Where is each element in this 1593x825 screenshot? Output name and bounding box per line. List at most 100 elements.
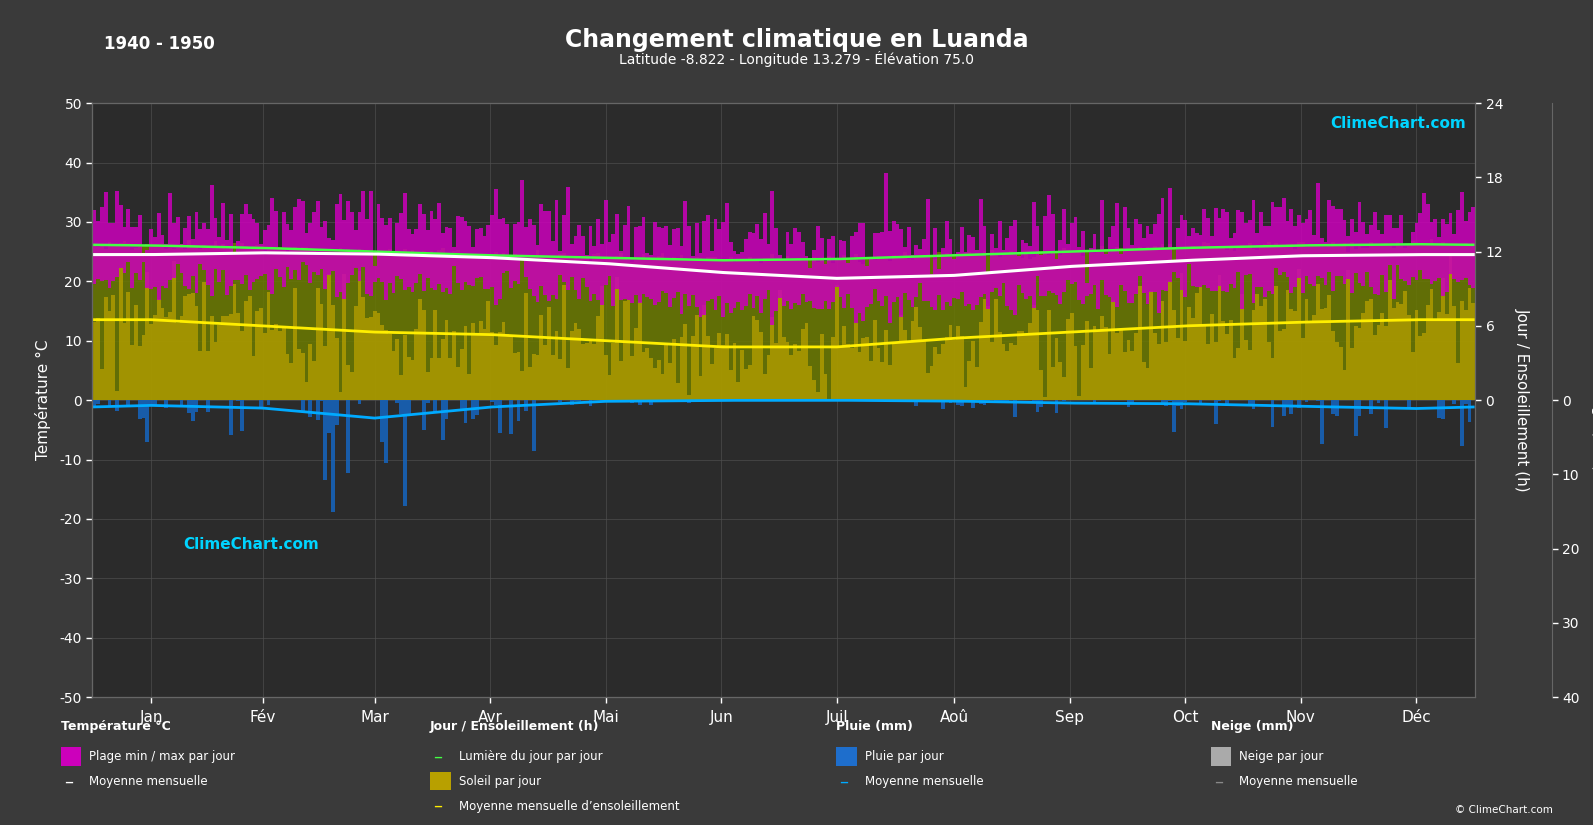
Bar (1252, 249, 1255, 400)
Bar (1149, 291, 1153, 400)
Bar (1222, 321, 1225, 400)
Bar (1448, 255, 1453, 400)
Bar (327, 249, 331, 400)
Bar (865, 337, 870, 400)
Bar (964, 387, 967, 400)
Bar (804, 323, 808, 400)
Bar (119, 205, 123, 268)
Bar (236, 249, 241, 400)
Bar (362, 297, 365, 400)
Bar (820, 259, 824, 400)
Bar (169, 312, 172, 400)
Bar (285, 252, 290, 400)
Bar (119, 268, 123, 400)
Bar (637, 258, 642, 400)
Bar (1399, 246, 1403, 400)
Bar (422, 251, 425, 400)
Bar (1392, 229, 1395, 299)
Bar (123, 241, 126, 400)
Bar (92, 322, 96, 400)
Bar (1286, 221, 1289, 276)
Bar (1392, 248, 1395, 400)
Bar (210, 247, 213, 400)
Bar (1464, 221, 1467, 277)
Bar (683, 258, 687, 400)
Bar (510, 256, 513, 400)
Bar (1172, 260, 1176, 271)
Bar (747, 232, 752, 294)
Bar (725, 260, 730, 400)
Bar (342, 274, 346, 400)
Bar (376, 252, 381, 400)
Bar (1384, 215, 1388, 292)
Bar (346, 400, 350, 473)
Bar (710, 257, 714, 400)
Bar (918, 257, 922, 400)
Bar (755, 224, 760, 295)
Bar (703, 259, 706, 400)
Bar (650, 258, 653, 400)
Bar (1096, 331, 1101, 400)
Bar (967, 361, 972, 400)
Text: Latitude -8.822 - Longitude 13.279 - Élévation 75.0: Latitude -8.822 - Longitude 13.279 - Élé… (620, 51, 973, 67)
Bar (551, 355, 554, 400)
Bar (422, 214, 425, 291)
Bar (1074, 217, 1077, 281)
Bar (472, 247, 475, 285)
Bar (1126, 228, 1131, 303)
Bar (824, 261, 827, 400)
Bar (953, 259, 956, 298)
Bar (887, 231, 892, 323)
Bar (444, 255, 449, 400)
Bar (1184, 248, 1187, 400)
Bar (667, 363, 672, 400)
Bar (1040, 400, 1043, 407)
Bar (884, 330, 887, 400)
Bar (320, 304, 323, 400)
Bar (994, 248, 997, 288)
Bar (342, 251, 346, 400)
Text: –: – (433, 747, 443, 766)
Bar (1373, 212, 1376, 294)
Bar (914, 258, 918, 400)
Bar (1063, 377, 1066, 400)
Bar (1008, 252, 1013, 400)
Bar (953, 254, 956, 400)
Bar (1161, 400, 1164, 403)
Bar (1289, 309, 1294, 400)
Bar (1187, 247, 1192, 400)
Bar (752, 316, 755, 400)
Bar (285, 355, 290, 400)
Bar (241, 214, 244, 285)
Bar (926, 257, 930, 400)
Bar (441, 400, 444, 440)
Bar (1005, 255, 1008, 400)
Bar (1002, 253, 1005, 400)
Bar (835, 261, 838, 400)
Bar (695, 257, 698, 400)
Bar (1055, 338, 1058, 400)
Bar (862, 338, 865, 400)
Bar (96, 248, 100, 400)
Bar (191, 238, 194, 276)
Bar (172, 262, 175, 400)
Bar (449, 255, 452, 400)
Bar (945, 400, 948, 402)
Bar (436, 203, 441, 284)
Bar (126, 210, 131, 262)
Bar (362, 252, 365, 400)
Bar (1074, 252, 1077, 400)
Bar (926, 400, 930, 402)
Bar (161, 235, 164, 286)
Bar (1332, 206, 1335, 291)
Bar (486, 256, 491, 400)
Bar (1236, 348, 1241, 400)
Bar (612, 257, 615, 400)
Bar (406, 229, 411, 287)
Bar (854, 323, 857, 400)
Bar (1407, 315, 1411, 400)
Bar (460, 400, 464, 409)
Bar (755, 260, 760, 400)
Bar (1467, 288, 1472, 400)
Bar (790, 260, 793, 400)
